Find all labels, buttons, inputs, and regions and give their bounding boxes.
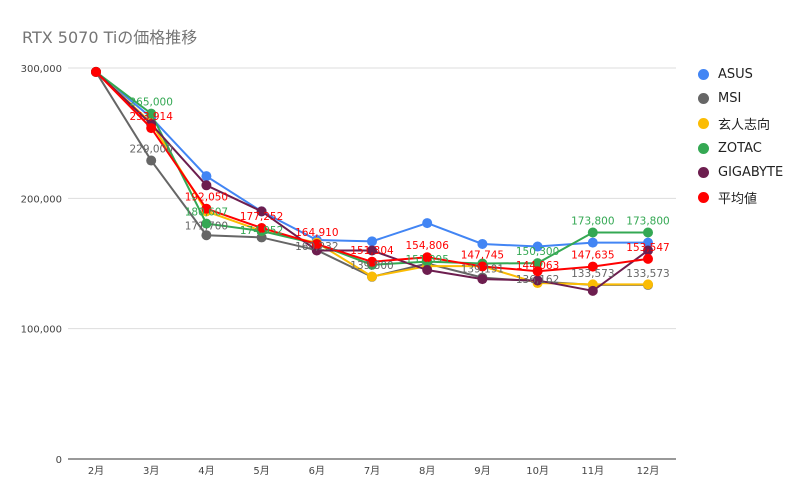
data-label: 229,000 [129,144,172,156]
data-point [532,258,543,269]
data-label: 151,395 [405,254,448,266]
data-label: 253,914 [129,111,173,123]
data-label: 265,000 [129,97,172,109]
data-point [146,108,157,119]
data-label: 139,191 [461,263,504,275]
legend-item: 玄人志向 [698,111,783,136]
x-tick-label: 8月 [419,465,435,477]
data-label: 173,800 [571,215,614,227]
data-point [311,239,322,250]
legend-marker [698,167,709,179]
x-tick-label: 10月 [526,465,549,477]
data-label: 139,800 [350,260,393,272]
data-point [367,256,377,267]
x-tick-label: 11月 [581,465,604,477]
data-point [146,155,157,166]
data-point [643,245,653,256]
legend-marker [698,142,709,154]
y-tick-label: 0 [56,455,62,466]
legend-item: ASUS [698,62,783,87]
data-label: 136,162 [516,274,559,286]
data-point [367,236,377,247]
data-label: 174,952 [240,225,283,237]
legend-marker [698,191,709,203]
data-point [201,218,212,229]
data-point [367,271,377,282]
x-tick-label: 4月 [198,465,214,477]
data-point [367,245,377,256]
data-label: 133,573 [626,268,669,280]
data-label: 144,063 [516,260,559,272]
legend-item: GIGABYTE [698,160,783,185]
data-label: 173,800 [626,215,669,227]
legend-label: 平均値 [718,191,758,207]
data-point [532,241,543,252]
data-point [477,238,488,249]
data-label: 160,232 [295,241,338,253]
data-point [532,275,543,286]
series-line-ASUS [95,71,648,248]
legend-label: ASUS [718,66,753,82]
legend-marker [698,117,709,129]
x-tick-label: 3月 [143,465,159,477]
data-point [587,285,598,296]
legend-label: ZOTAC [718,140,762,156]
legend-label: GIGABYTE [718,165,784,181]
y-tick-label: 100,000 [21,325,62,336]
data-point [587,237,598,248]
legend-item: 平均値 [698,185,783,210]
data-point [643,237,653,248]
data-point [422,218,433,229]
data-point [422,265,433,276]
y-tick-label: 300,000 [21,64,62,75]
data-point [201,180,212,191]
data-label: 150,300 [516,246,559,258]
data-point [91,66,101,77]
data-point [587,261,598,272]
data-point [422,252,433,263]
data-point [201,230,212,241]
data-point [532,266,543,277]
x-tick-label: 9月 [474,465,490,477]
data-point [201,171,212,182]
legend-label: MSI [718,91,742,107]
data-point [477,261,488,272]
legend: ASUS MSI 玄人志向 ZOTAC GIGABYTE 平均値 [698,62,783,210]
chart-title: RTX 5070 Tiの価格推移 [22,28,198,47]
data-label: 154,806 [405,240,449,252]
data-point [201,203,212,214]
data-point [643,253,653,264]
legend-item: ZOTAC [698,136,783,161]
data-label: 153,547 [626,242,669,254]
x-tick-label: 7月 [364,465,380,477]
data-label: 164,910 [295,227,338,239]
data-label: 147,745 [461,249,504,261]
legend-item: MSI [698,87,783,112]
x-tick-label: 6月 [309,465,325,477]
x-tick-label: 5月 [253,465,269,477]
data-label: 147,635 [571,250,614,262]
data-point [643,279,653,290]
y-tick-label: 200,000 [21,194,62,205]
data-point [477,274,488,285]
legend-marker [698,68,709,80]
data-label: 151,304 [350,245,394,257]
data-point [146,123,157,134]
legend-marker [698,93,709,105]
x-tick-label: 12月 [637,465,660,477]
data-point [256,206,267,217]
data-label: 192,050 [185,192,228,204]
data-label: 171,700 [185,221,228,233]
x-tick-label: 2月 [88,465,104,477]
data-label: 133,573 [571,268,614,280]
data-label: 177,252 [240,211,283,223]
data-point [587,227,598,238]
data-point [643,227,653,238]
data-point [256,222,267,233]
data-label: 180,607 [185,207,228,219]
legend-label: 玄人志向 [718,117,771,133]
